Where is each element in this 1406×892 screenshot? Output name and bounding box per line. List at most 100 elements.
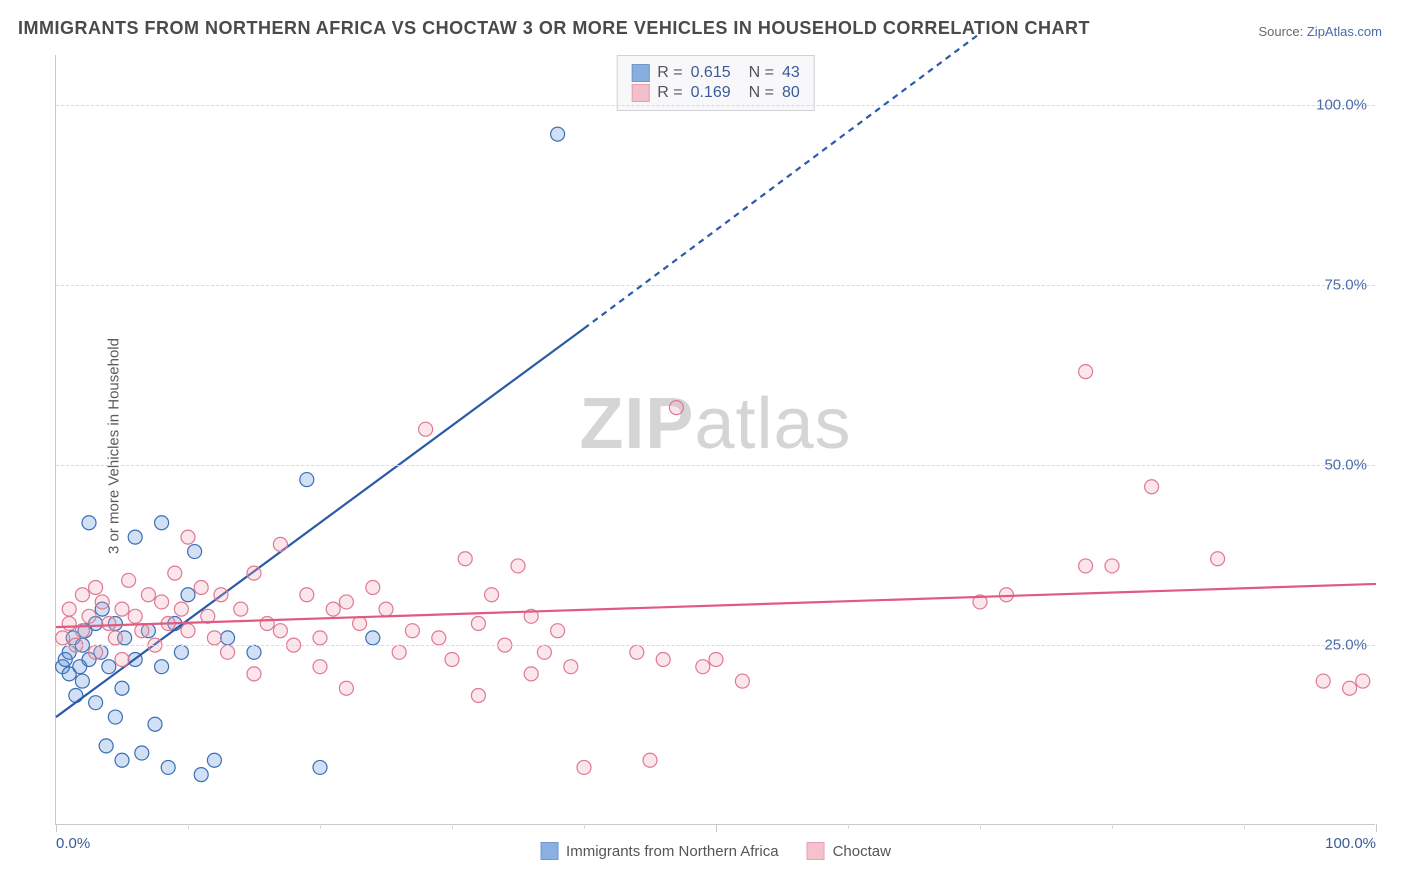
data-point [62,617,76,631]
data-point [419,422,433,436]
legend-swatch-series1 [540,842,558,860]
data-point [174,602,188,616]
data-point [128,530,142,544]
data-point [1079,559,1093,573]
legend-swatch-series2 [807,842,825,860]
data-point [128,609,142,623]
data-point [313,660,327,674]
data-point [326,602,340,616]
data-point [194,581,208,595]
data-point [135,746,149,760]
x-tick [716,824,717,832]
x-tick [848,824,849,829]
x-tick [452,824,453,829]
n-value-series2: 80 [782,84,800,102]
data-point [1211,552,1225,566]
legend-label-series1: Immigrants from Northern Africa [566,843,779,860]
legend-item-series1: Immigrants from Northern Africa [540,842,779,860]
data-point [95,595,109,609]
data-point [188,545,202,559]
data-point [551,127,565,141]
data-point [102,617,116,631]
data-point [485,588,499,602]
data-point [181,624,195,638]
data-point [89,696,103,710]
data-point [1145,480,1159,494]
correlation-legend: R = 0.615 N = 43 R = 0.169 N = 80 [616,55,815,111]
data-point [1316,674,1330,688]
data-point [273,624,287,638]
data-point [339,595,353,609]
data-point [1105,559,1119,573]
data-point [135,624,149,638]
data-point [366,631,380,645]
data-point [339,681,353,695]
data-point [247,667,261,681]
gridline [56,105,1375,106]
data-point [524,667,538,681]
data-point [511,559,525,573]
r-value-series2: 0.169 [691,84,731,102]
data-point [108,631,122,645]
data-point [214,588,228,602]
data-point [194,768,208,782]
data-point [300,473,314,487]
legend-row-series2: R = 0.169 N = 80 [631,84,800,102]
data-point [89,645,103,659]
plot-area: ZIPatlas R = 0.615 N = 43 R = 0.169 N = … [55,55,1375,825]
data-point [174,645,188,659]
data-point [234,602,248,616]
data-point [99,739,113,753]
data-point [379,602,393,616]
source-label: Source: [1258,24,1306,39]
data-point [181,530,195,544]
data-point [89,581,103,595]
legend-item-series2: Choctaw [807,842,891,860]
data-point [221,631,235,645]
data-point [445,652,459,666]
x-tick [980,824,981,829]
trend-line [56,584,1376,627]
data-point [82,516,96,530]
data-point [155,516,169,530]
data-point [221,645,235,659]
r-value-series1: 0.615 [691,64,731,82]
data-point [247,566,261,580]
x-tick [320,824,321,829]
gridline [56,285,1375,286]
data-point [564,660,578,674]
data-point [155,595,169,609]
data-point [1356,674,1370,688]
y-tick-label: 50.0% [1324,457,1367,474]
legend-row-series1: R = 0.615 N = 43 [631,64,800,82]
data-point [115,753,129,767]
data-point [273,537,287,551]
data-point [82,609,96,623]
data-point [247,645,261,659]
data-point [161,760,175,774]
x-tick-label: 100.0% [1325,835,1376,852]
data-point [168,566,182,580]
data-point [313,631,327,645]
data-point [669,401,683,415]
source-attribution: Source: ZipAtlas.com [1258,24,1382,39]
data-point [115,602,129,616]
data-point [207,753,221,767]
data-point [62,602,76,616]
data-point [115,652,129,666]
data-point [709,652,723,666]
data-point [432,631,446,645]
data-point [56,631,70,645]
data-point [551,624,565,638]
gridline [56,645,1375,646]
data-point [141,588,155,602]
y-tick-label: 100.0% [1316,97,1367,114]
n-label: N = [749,84,774,102]
x-tick [1376,824,1377,832]
data-point [155,660,169,674]
y-tick-label: 75.0% [1324,277,1367,294]
data-point [471,688,485,702]
data-point [108,710,122,724]
n-label: N = [749,64,774,82]
source-link[interactable]: ZipAtlas.com [1307,24,1382,39]
